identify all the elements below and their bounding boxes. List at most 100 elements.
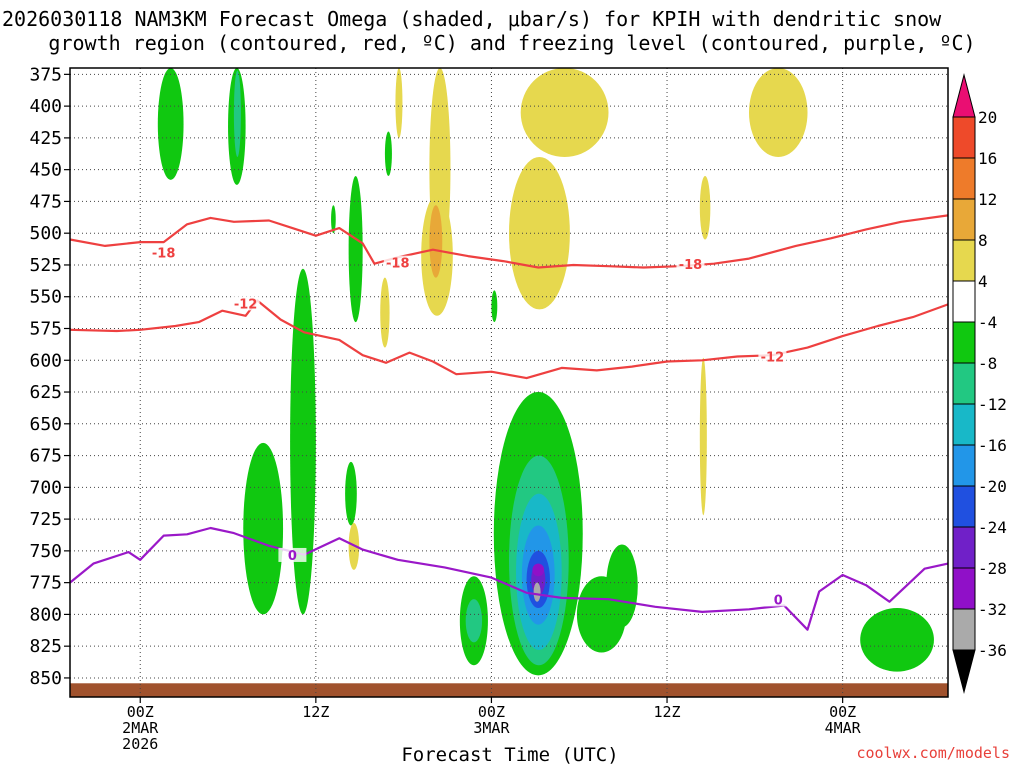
x-tick-label: 12Z: [653, 703, 680, 721]
colorbar-segment-1: [952, 157, 976, 200]
contour-label--18: -18: [152, 247, 176, 262]
contour-line-0: [69, 526, 949, 631]
omega-region-19: [345, 461, 357, 526]
omega-region-17: [290, 268, 316, 615]
colorbar-segment-8: [952, 444, 976, 487]
colorbar-tick-label: 4: [978, 272, 988, 291]
colorbar-tick-label: -16: [978, 436, 1007, 455]
colorbar-tick-label: -36: [978, 641, 1007, 660]
x-tick-label: 00Z: [478, 703, 505, 721]
colorbar-segment-6: [952, 362, 976, 405]
y-tick-label: 725: [29, 509, 62, 530]
colorbar-tick-label: 16: [978, 149, 997, 168]
x-tick-label: 00Z: [127, 703, 154, 721]
contour-label-bg: [383, 255, 412, 270]
y-tick-label: 750: [29, 541, 62, 562]
omega-region-33: [860, 608, 934, 672]
contour-label-bg: [764, 592, 793, 607]
colorbar-tick-label: -32: [978, 600, 1007, 619]
y-tick-label: 775: [29, 573, 62, 594]
contour-label-bg: [676, 256, 705, 271]
terrain-layer: [70, 683, 948, 697]
colorbar-segment-4: [952, 280, 976, 323]
omega-region-11: [520, 68, 609, 157]
colorbar-segment-10: [952, 526, 976, 569]
colorbar-tick-label: -24: [978, 518, 1007, 537]
y-tick-label: 425: [29, 128, 62, 149]
colorbar-segment-5: [952, 321, 976, 364]
x-tick-label: 3MAR: [473, 719, 510, 737]
contour-label--12: -12: [234, 297, 258, 312]
omega-region-18: [243, 442, 284, 615]
omega-region-12: [508, 156, 570, 310]
y-tick-label: 400: [29, 96, 62, 117]
omega-region-29: [532, 563, 545, 577]
colorbar-segment-0: [952, 116, 976, 159]
contour-line--12: [69, 299, 949, 380]
colorbar-tick-label: 8: [978, 231, 988, 250]
colorbar-segment-7: [952, 403, 976, 446]
y-tick-label: 500: [29, 223, 62, 244]
contour-label--18: -18: [679, 258, 703, 273]
y-tick-label: 800: [29, 604, 62, 625]
colorbar-tick-label: -4: [978, 313, 997, 332]
y-tick-label: 450: [29, 160, 62, 181]
colorbar-segment-9: [952, 485, 976, 528]
omega-region-9: [331, 205, 336, 234]
colorbar-bottom-arrow: [952, 649, 976, 694]
y-tick-label: 650: [29, 414, 62, 435]
omega-region-22: [465, 599, 483, 643]
colorbar-segment-3: [952, 239, 976, 282]
contour-label-0: 0: [774, 593, 783, 608]
colorbar-top-arrow: [952, 73, 976, 118]
colorbar-tick-label: 12: [978, 190, 997, 209]
omega-region-32: [606, 544, 638, 628]
y-tick-label: 525: [29, 255, 62, 276]
terrain-band: [70, 683, 948, 697]
contour-label-0: 0: [288, 549, 297, 564]
omega-region-8: [348, 176, 363, 323]
y-tick-label: 700: [29, 477, 62, 498]
contour-label-bg: [149, 245, 178, 260]
colorbar-tick-label: -8: [978, 354, 997, 373]
omega-region-15: [699, 357, 707, 516]
x-tick-label: 2MAR: [122, 719, 159, 737]
y-tick-label: 475: [29, 191, 62, 212]
contour-layer: -18 -18 -18 -12 -12 0 0: [69, 214, 949, 631]
contour-label--18: -18: [386, 257, 410, 272]
x-tick-label: 2026: [122, 735, 158, 753]
chart-title-line1: 2026030118 NAM3KM Forecast Omega (shaded…: [2, 7, 942, 31]
y-tick-label: 550: [29, 287, 62, 308]
colorbar-tick-label: -20: [978, 477, 1007, 496]
omega-region-16: [748, 68, 808, 157]
contour-line--18: [69, 214, 949, 269]
colorbar-segment-2: [952, 198, 976, 241]
colorbar: 20 16 12 8 4 -4 -8 -12 -16 -20 -24 -28 -32 -36: [952, 73, 1007, 694]
y-axis: 375 400 425 450 475 500 525 550 575 600 625 650 675 7…: [29, 64, 70, 689]
omega-region-30: [533, 582, 541, 602]
y-tick-label: 825: [29, 636, 62, 657]
colorbar-tick-label: 20: [978, 108, 997, 127]
omega-region-7: [384, 131, 392, 177]
y-tick-label: 850: [29, 668, 62, 689]
omega-region-6: [429, 205, 443, 278]
omega-region-14: [699, 176, 711, 240]
colorbar-segment-12: [952, 608, 976, 651]
contour-label-bg: [278, 547, 307, 562]
omega-region-10: [380, 277, 390, 348]
omega-shading-layer: [157, 68, 934, 676]
site-credit: coolwx.com/models: [856, 744, 1010, 762]
colorbar-tick-label: -12: [978, 395, 1007, 414]
omega-region-2: [233, 70, 241, 157]
contour-label-bg: [758, 349, 787, 364]
y-tick-label: 675: [29, 446, 62, 467]
colorbar-segment-11: [952, 567, 976, 610]
y-tick-label: 375: [29, 64, 62, 85]
x-axis-label: Forecast Time (UTC): [401, 744, 619, 766]
omega-region-3: [395, 68, 403, 138]
y-tick-label: 625: [29, 382, 62, 403]
y-tick-label: 600: [29, 350, 62, 371]
chart-title-line2: growth region (contoured, red, ºC) and f…: [48, 31, 976, 55]
